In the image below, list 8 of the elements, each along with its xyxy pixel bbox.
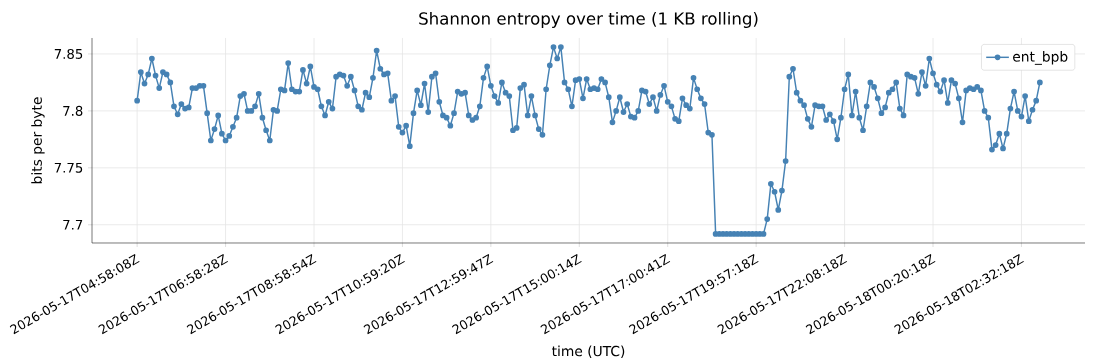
y-tick-label: 7.7 [63,219,83,230]
y-axis-title: bits per byte [31,97,45,183]
y-tick-label: 7.75 [54,162,83,173]
chart-title: Shannon entropy over time (1 KB rolling) [419,11,758,28]
y-tick-label: 7.85 [54,48,83,59]
y-tick-label: 7.8 [63,105,83,116]
legend-label: ent_bpb [1013,50,1068,65]
x-axis-title: time (UTC) [551,345,625,358]
